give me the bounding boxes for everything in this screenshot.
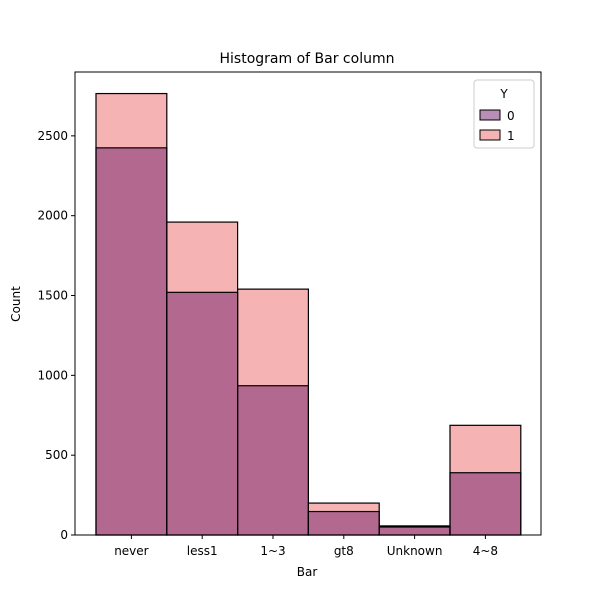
legend-swatch-1 [479,129,501,141]
y-tick-label: 1000 [37,368,68,382]
legend-label-0: 0 [507,109,515,123]
x-tick-label: less1 [187,544,218,558]
x-tick-label: never [114,544,148,558]
legend: Y 0 1 [473,79,535,149]
bar-y0-never [95,147,168,536]
bars-group [95,92,522,536]
y-tick-label: 1500 [37,289,68,303]
x-tick-label: Unknown [387,544,443,558]
legend-swatch-0 [479,109,501,121]
legend-title: Y [499,87,508,101]
legend-label-1: 1 [507,129,515,143]
y-axis-label: Count [9,286,23,322]
bar-y0-less1 [166,291,239,536]
bar-y0-1~3 [237,385,310,536]
x-tick-label: 1~3 [260,544,285,558]
y-tick-label: 500 [45,448,68,462]
bar-y0-Unknown [378,526,451,536]
y-tick-label: 2500 [37,129,68,143]
x-tick-label: 4~8 [473,544,498,558]
plot-frame [74,71,542,536]
chart-title: Histogram of Bar column [220,51,395,67]
bar-y0-gt8 [307,510,380,536]
x-axis-label: Bar [297,565,318,579]
x-tick-label: gt8 [334,544,354,558]
bar-y0-4~8 [449,472,522,536]
y-tick-label: 2000 [37,209,68,223]
axes-group: 0 500 1000 1500 2000 2500 never less1 1~3 gt8 Unkn… [37,71,542,558]
y-tick-label: 0 [60,528,68,542]
